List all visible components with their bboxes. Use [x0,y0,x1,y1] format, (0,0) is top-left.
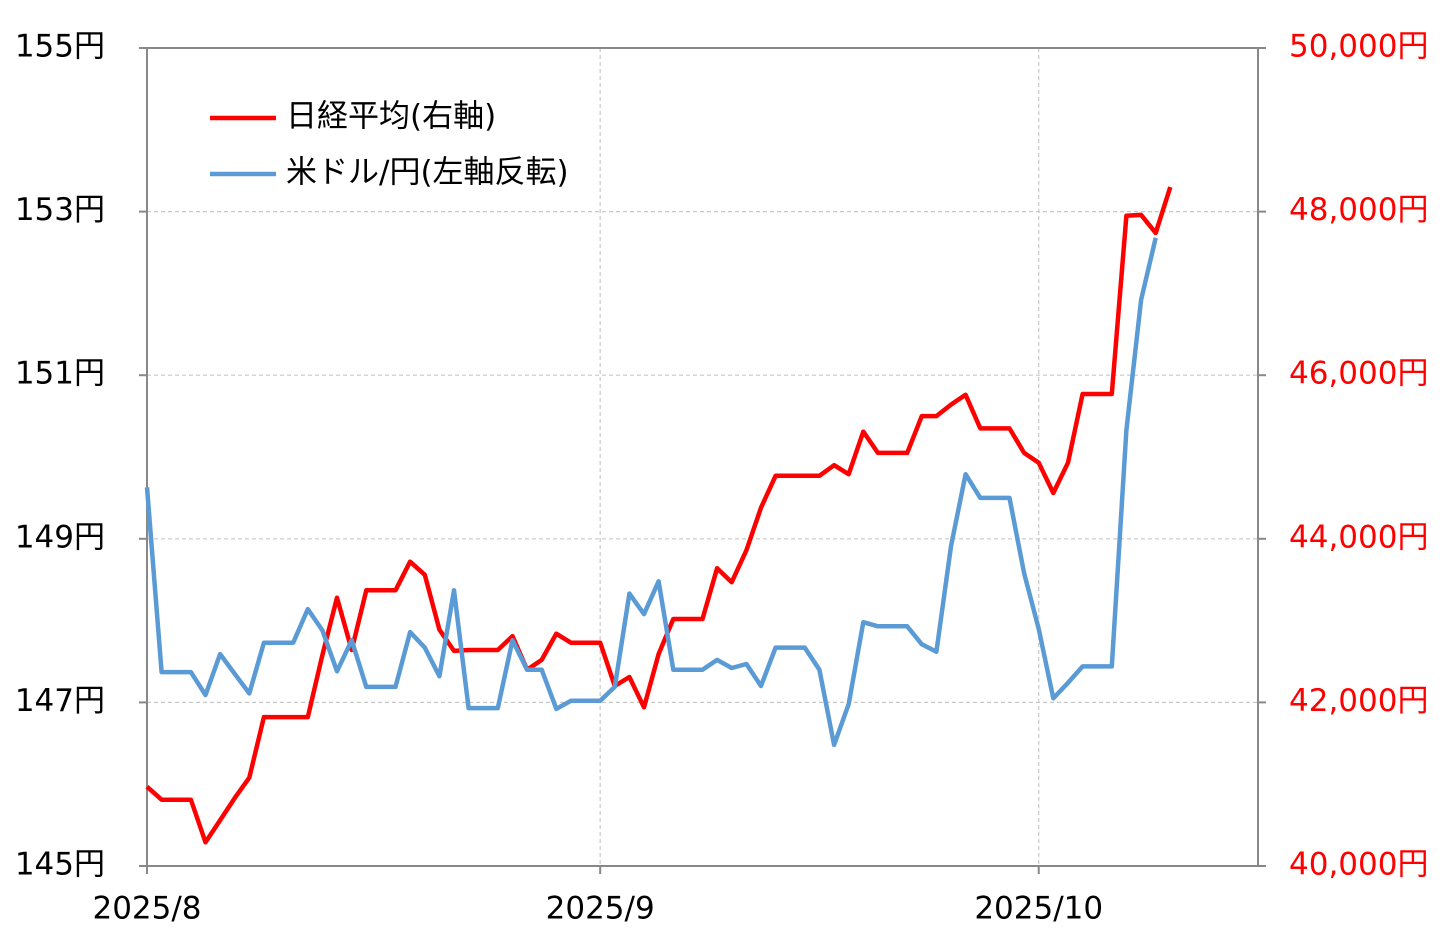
x-tick-label: 2025/8 [92,891,201,927]
y-tick-label: 149円 [15,519,105,555]
y2-tick-label: 46,000円 [1289,356,1428,392]
series-line [145,186,1173,845]
y-tick-label: 155円 [15,29,105,65]
x-tick-label: 2025/10 [974,891,1103,927]
series-line [144,237,1158,748]
legend-label: 日経平均(右軸) [286,99,496,135]
legend-label: 米ドル/円(左軸反転) [286,155,569,191]
y2-tick-label: 50,000円 [1289,29,1428,65]
y-tick-label: 153円 [15,192,105,228]
x-tick-label: 2025/9 [546,891,655,927]
y-tick-label: 145円 [15,847,105,883]
y2-tick-label: 40,000円 [1289,847,1428,883]
y-tick-label: 147円 [15,683,105,719]
plot-frame [146,47,1259,867]
y2-tick-label: 48,000円 [1289,192,1428,228]
y2-tick-label: 42,000円 [1289,683,1428,719]
y-tick-label: 151円 [15,356,105,392]
y2-tick-label: 44,000円 [1289,519,1428,555]
